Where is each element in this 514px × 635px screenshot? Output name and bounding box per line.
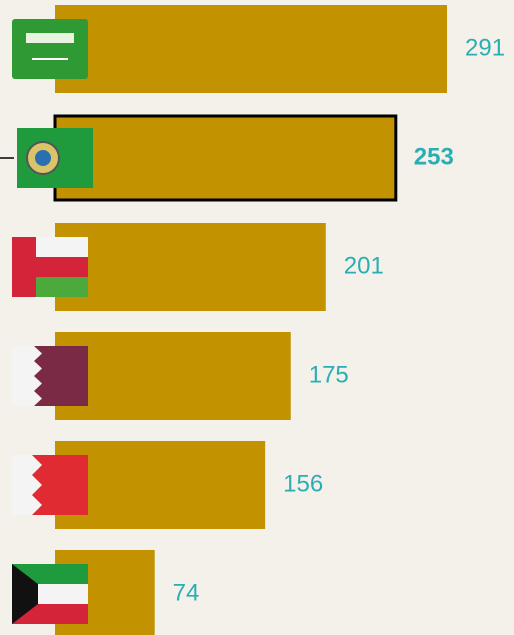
value-label: 201: [344, 252, 384, 279]
bar: [53, 114, 398, 202]
flag: [12, 237, 36, 297]
value-label: 175: [309, 361, 349, 388]
flag: [35, 150, 51, 166]
value-label: 156: [283, 470, 323, 497]
value-label: 74: [173, 579, 200, 606]
bar: [55, 223, 326, 311]
bar: [55, 332, 291, 420]
flag: [12, 19, 88, 79]
flag: [12, 455, 42, 515]
bar: [55, 5, 447, 93]
flag: [12, 564, 38, 624]
flag: [12, 346, 42, 406]
value-label: 291: [465, 34, 505, 61]
flag: [26, 33, 74, 43]
bar: [55, 441, 266, 529]
value-label: 253: [414, 143, 454, 170]
